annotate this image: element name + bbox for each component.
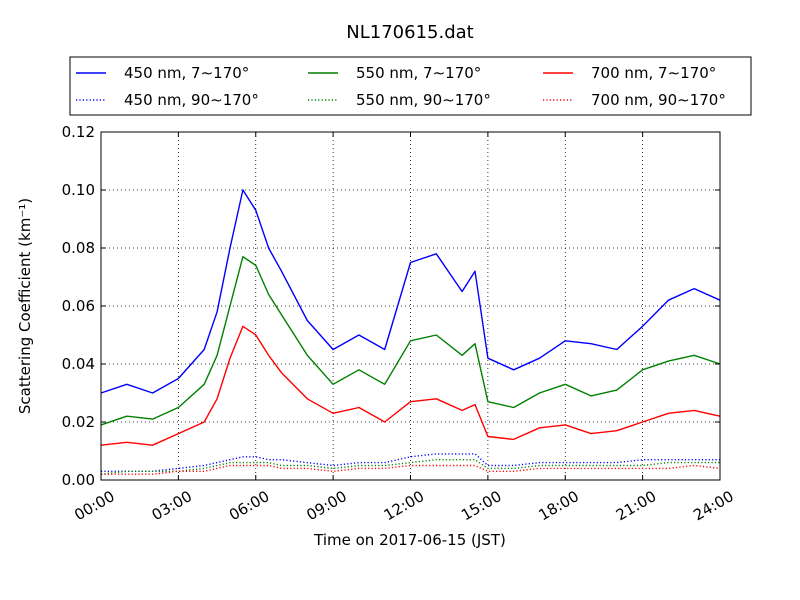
legend-label-3: 550 nm, 90∼170° [356,91,491,109]
series-group [100,189,721,475]
y-tick-label: 0.12 [62,123,95,141]
series-line-1 [101,453,720,472]
y-tick-label: 0.00 [62,471,95,489]
legend: 450 nm, 7∼170° 450 nm, 90∼170° 550 nm, 7∼1… [69,56,752,116]
series-line-0 [100,189,721,394]
legend-box [69,56,752,116]
y-tick-label: 0.08 [62,239,95,257]
series-line-3 [100,459,720,475]
legend-label-4: 700 nm, 7∼170° [591,64,716,82]
legend-label-2: 550 nm, 7∼170° [356,64,481,82]
series-line-2 [100,256,721,426]
legend-label-1: 450 nm, 90∼170° [124,91,259,109]
y-tick-label: 0.04 [62,355,95,373]
legend-label-5: 700 nm, 90∼170° [591,91,726,109]
y-tick-label: 0.10 [62,181,95,199]
x-axis-label: Time on 2017-06-15 (JST) [313,531,506,549]
chart-title: NL170615.dat [346,22,473,43]
y-axis-label: Scattering Coefficient (km⁻¹) [16,198,34,414]
legend-label-0: 450 nm, 7∼170° [124,64,249,82]
y-tick-label: 0.06 [62,297,95,315]
y-tick-label: 0.02 [62,413,95,431]
series-line-4 [100,325,721,446]
